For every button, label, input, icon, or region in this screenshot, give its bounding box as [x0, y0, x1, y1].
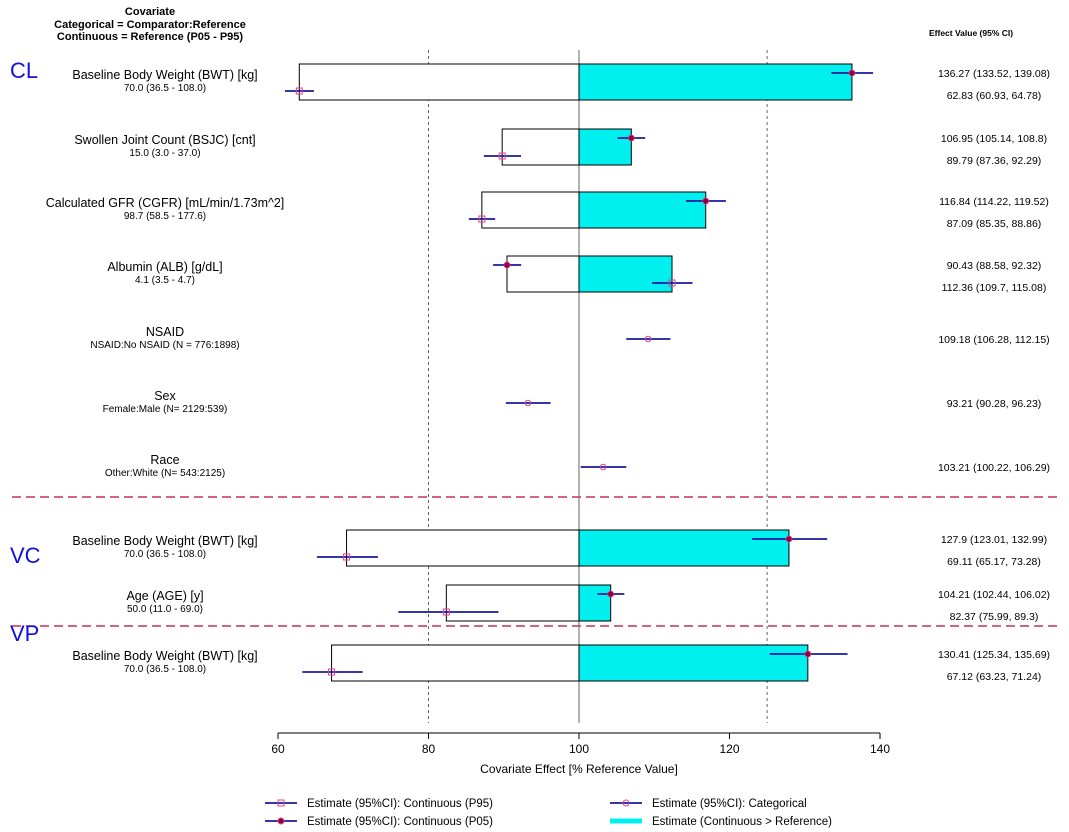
- covariate-header-line-1: Covariate: [124, 6, 176, 18]
- cat-point: [599, 463, 607, 471]
- row-label: Baseline Body Weight (BWT) [kg]: [72, 534, 257, 548]
- legend-label: Estimate (95%CI): Categorical: [652, 798, 807, 810]
- p05-bar: [481, 191, 580, 229]
- effect-value-p95: 127.9 (123.01, 132.99): [941, 534, 1047, 546]
- effect-value-p95: 130.41 (125.34, 135.69): [938, 649, 1050, 661]
- legend-label: Estimate (95%CI): Continuous (P95): [307, 798, 493, 810]
- legend-item-p05: Estimate (95%CI): Continuous (P05): [265, 816, 493, 828]
- row-sublabel: 50.0 (11.0 - 69.0): [127, 604, 203, 615]
- x-tick-label: 100: [569, 742, 589, 756]
- group-label-cl: CL: [10, 58, 38, 83]
- p05-point: [668, 279, 676, 287]
- row-label: Swollen Joint Count (BSJC) [cnt]: [74, 133, 255, 147]
- effect-value-p05: 69.11 (65.17, 73.28): [947, 556, 1041, 568]
- p95-bar: [506, 255, 580, 293]
- p95-point: [804, 650, 812, 658]
- row-label: NSAID: [146, 325, 184, 339]
- effect-value-p05: 87.09 (85.35, 88.86): [947, 218, 1042, 230]
- effect-value-p95: 90.43 (88.58, 92.32): [947, 260, 1042, 272]
- effect-value-p05: 62.83 (60.93, 64.78): [947, 90, 1042, 102]
- row-sublabel: 70.0 (36.5 - 108.0): [124, 83, 206, 94]
- p05-bar: [298, 63, 580, 101]
- legend-item-fill: Estimate (Continuous > Reference): [610, 816, 832, 828]
- p95-point: [503, 261, 511, 269]
- effect-value-cat: 109.18 (106.28, 112.15): [938, 334, 1049, 346]
- cat-point: [524, 399, 532, 407]
- p95-point: [607, 590, 615, 598]
- effect-value-cat: 103.21 (100.22, 106.29): [938, 462, 1050, 474]
- row-label: Baseline Body Weight (BWT) [kg]: [72, 649, 257, 663]
- effect-value-p05: 89.79 (87.36, 92.29): [947, 155, 1042, 167]
- legend-label: Estimate (95%CI): Continuous (P05): [307, 816, 493, 828]
- row-sublabel: 4.1 (3.5 - 4.7): [135, 275, 195, 286]
- row-label: Calculated GFR (CGFR) [mL/min/1.73m^2]: [46, 196, 285, 210]
- cat-point: [644, 335, 652, 343]
- covariate-header-line-2: Categorical = Comparator:Reference: [54, 18, 246, 31]
- covariate-header-line-3: Continuous = Reference (P05 - P95): [56, 31, 244, 43]
- legend-item-cat: Estimate (95%CI): Categorical: [610, 798, 807, 810]
- group-label-vc: VC: [10, 543, 41, 568]
- legend-label: Estimate (Continuous > Reference): [652, 816, 832, 828]
- legend-filled-marker: [277, 817, 285, 825]
- p05-bar: [346, 529, 580, 567]
- p05-point: [478, 215, 486, 223]
- row-label: Baseline Body Weight (BWT) [kg]: [72, 68, 257, 82]
- p95-bar: [578, 63, 853, 101]
- p95-point: [627, 134, 635, 142]
- p95-point: [785, 535, 793, 543]
- effect-value-cat: 93.21 (90.28, 96.23): [947, 398, 1042, 410]
- x-tick-label: 80: [422, 742, 436, 756]
- effect-value-p05: 82.37 (75.99, 89.3): [950, 611, 1039, 623]
- row-sublabel: 70.0 (36.5 - 108.0): [124, 664, 206, 675]
- effect-value-header: Effect Value (95% CI): [929, 28, 1014, 38]
- p05-bar: [501, 128, 580, 166]
- p05-bar: [578, 255, 673, 293]
- legend-circle-marker: [622, 799, 630, 807]
- p05-point: [442, 608, 450, 616]
- effect-value-p95: 106.95 (105.14, 108.8): [941, 133, 1047, 145]
- p05-point: [328, 668, 336, 676]
- legend-svg: Estimate (95%CI): Continuous (P95) Estima…: [265, 798, 832, 828]
- row-sublabel: 15.0 (3.0 - 37.0): [129, 148, 200, 159]
- p95-bar: [578, 128, 632, 166]
- covariate-header: Covariate Categorical = Comparator:Refer…: [0, 6, 300, 44]
- effect-value-p05: 67.12 (63.23, 71.24): [947, 671, 1042, 683]
- row-label: Sex: [154, 389, 176, 403]
- p95-bar: [578, 529, 790, 567]
- p95-point: [702, 197, 710, 205]
- p05-point: [498, 152, 506, 160]
- effect-value-p95: 136.27 (133.52, 139.08): [938, 68, 1050, 80]
- x-tick-label: 140: [870, 742, 890, 756]
- p95-point: [848, 69, 856, 77]
- row-label: Race: [150, 453, 179, 467]
- p95-bar: [578, 644, 809, 682]
- legend-item-p95: Estimate (95%CI): Continuous (P95): [265, 798, 493, 810]
- row-sublabel: NSAID:No NSAID (N = 776:1898): [90, 340, 239, 351]
- effect-value-p95: 116.84 (114.22, 119.52): [939, 196, 1049, 208]
- p05-bar: [331, 644, 580, 682]
- row-sublabel: Female:Male (N= 2129:539): [103, 404, 228, 415]
- p05-point: [343, 553, 351, 561]
- group-label-vp: VP: [10, 621, 39, 646]
- forest-plot: 60 80 100 120 140 Covariate Effect [% Referen…: [10, 50, 1060, 776]
- p95-bar: [578, 191, 707, 229]
- x-tick-label: 60: [271, 742, 285, 756]
- row-label: Albumin (ALB) [g/dL]: [107, 260, 222, 274]
- effect-value-p05: 112.36 (109.7, 115.08): [942, 282, 1047, 294]
- x-axis-label: Covariate Effect [% Reference Value]: [480, 762, 678, 776]
- row-label: Age (AGE) [y]: [126, 589, 203, 603]
- p95-bar: [578, 584, 612, 622]
- x-tick-label: 120: [719, 742, 739, 756]
- legend-square-marker: [277, 799, 285, 807]
- effect-value-p95: 104.21 (102.44, 106.02): [938, 589, 1050, 601]
- row-sublabel: 70.0 (36.5 - 108.0): [124, 549, 206, 560]
- row-sublabel: Other:White (N= 543:2125): [105, 468, 225, 479]
- p05-point: [295, 87, 303, 95]
- row-sublabel: 98.7 (58.5 - 177.6): [124, 211, 206, 222]
- p05-bar: [445, 584, 580, 622]
